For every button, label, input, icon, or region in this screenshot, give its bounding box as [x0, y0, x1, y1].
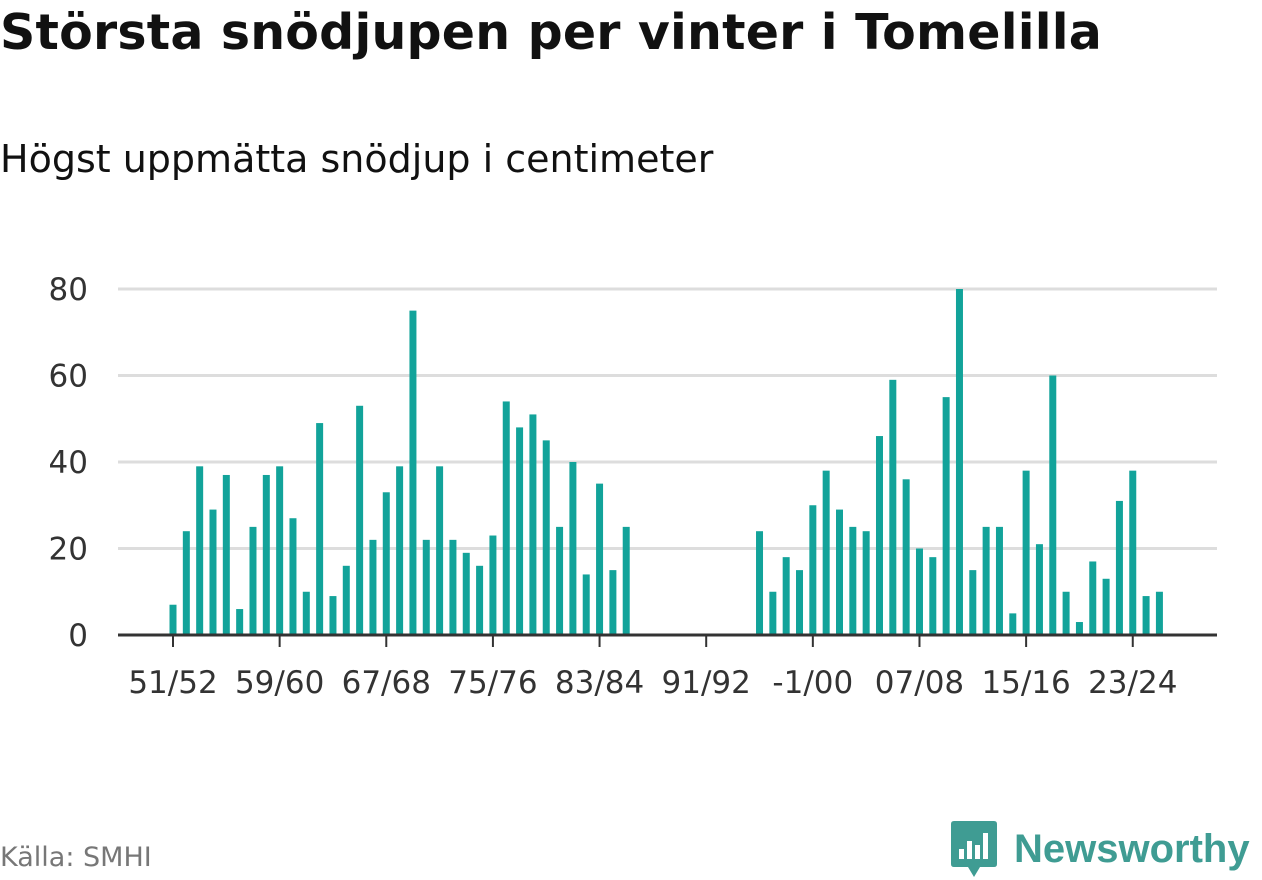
bar — [995, 526, 1003, 635]
x-tick-label: 67/68 — [342, 665, 431, 701]
chart-title: Största snödjupen per vinter i Tomelilla — [0, 4, 1102, 61]
bar — [489, 535, 497, 635]
x-tick-label: 91/92 — [662, 665, 751, 701]
bar — [875, 436, 883, 635]
bar — [502, 401, 510, 635]
bar — [1089, 561, 1097, 635]
bar — [236, 609, 244, 635]
bar — [209, 509, 217, 635]
bar — [382, 492, 390, 635]
bar — [249, 526, 257, 635]
bar — [1062, 591, 1070, 635]
bar — [302, 591, 310, 635]
bar — [342, 565, 350, 635]
x-tick-label: 23/24 — [1088, 665, 1177, 701]
bar — [409, 310, 417, 635]
bar — [1075, 622, 1083, 635]
bar — [955, 289, 963, 635]
bar — [436, 466, 444, 635]
bar — [622, 526, 630, 635]
bar — [1129, 470, 1137, 635]
x-tick-label: 83/84 — [555, 665, 644, 701]
bar — [369, 539, 377, 635]
x-tick-label: 07/08 — [875, 665, 964, 701]
bar — [849, 526, 857, 635]
brand-name: Newsworthy — [1014, 826, 1250, 871]
x-tick-label: 15/16 — [981, 665, 1070, 701]
bar — [222, 474, 230, 635]
bar — [982, 526, 990, 635]
bar — [756, 531, 764, 635]
bar — [809, 505, 817, 635]
bar — [1049, 375, 1057, 635]
bar — [422, 539, 430, 635]
bar — [1155, 591, 1163, 635]
bar — [476, 565, 484, 635]
bar — [796, 570, 804, 635]
bar — [1115, 500, 1123, 635]
y-tick-label: 80 — [49, 272, 88, 308]
bar — [1142, 596, 1150, 635]
bar — [596, 483, 604, 635]
bar — [462, 552, 470, 635]
x-tick-label: 51/52 — [128, 665, 217, 701]
bar — [1022, 470, 1030, 635]
y-tick-label: 60 — [49, 359, 88, 395]
x-tick-label: 59/60 — [235, 665, 324, 701]
bar — [969, 570, 977, 635]
bar — [449, 539, 457, 635]
bar — [902, 479, 910, 635]
y-tick-label: 0 — [68, 618, 88, 654]
bar — [942, 397, 950, 635]
bar — [609, 570, 617, 635]
bar — [329, 596, 337, 635]
bar — [1035, 544, 1043, 635]
bar — [915, 548, 923, 635]
bar — [569, 462, 577, 635]
bar — [836, 509, 843, 635]
y-tick-label: 40 — [49, 445, 88, 481]
x-tick-label: -1/00 — [772, 665, 853, 701]
bar — [542, 440, 550, 635]
bar — [862, 531, 870, 635]
bar — [529, 414, 537, 635]
bar — [196, 466, 204, 635]
bar — [1102, 578, 1110, 635]
x-tick-label: 75/76 — [448, 665, 537, 701]
brand-logo: Newsworthy — [950, 818, 1250, 880]
newsworthy-logo-icon — [951, 821, 997, 877]
y-tick-label: 20 — [49, 532, 88, 568]
bar — [556, 526, 564, 635]
bar — [276, 466, 284, 635]
bar — [889, 379, 897, 635]
bar — [262, 474, 270, 635]
bar — [516, 427, 524, 635]
bar — [289, 518, 297, 635]
bar — [169, 604, 177, 635]
bar — [769, 591, 777, 635]
chart-subtitle: Högst uppmätta snödjup i centimeter — [0, 137, 714, 181]
bar — [1009, 613, 1017, 635]
bar — [782, 557, 790, 635]
bar — [929, 557, 937, 635]
bar — [396, 466, 404, 635]
bar — [182, 531, 190, 635]
bar — [822, 470, 830, 635]
source-note: Källa: SMHI — [0, 842, 152, 873]
bar — [316, 423, 324, 635]
bar — [356, 405, 364, 635]
bar — [582, 574, 590, 635]
